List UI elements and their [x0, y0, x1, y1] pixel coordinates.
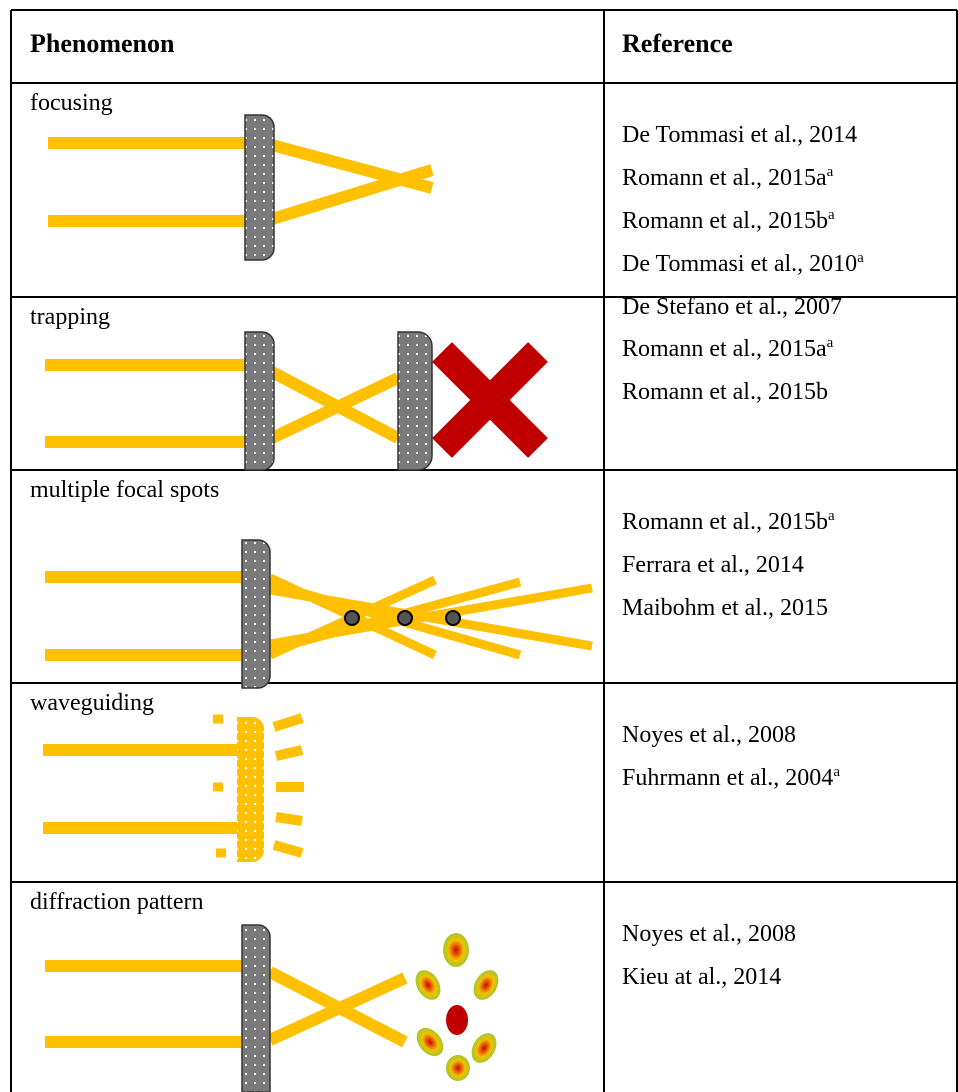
reference: Fuhrmann et al., 2004a	[622, 764, 840, 791]
diffraction-spot	[473, 970, 499, 1000]
reference-text: Ferrara et al., 2014	[622, 552, 804, 578]
diffraction-spot	[415, 970, 441, 1000]
header-cell: Phenomenon	[30, 29, 175, 58]
reference-text: Kieu at al., 2014	[622, 964, 781, 990]
block-mark	[432, 342, 548, 458]
lens	[241, 539, 271, 689]
diffraction-spot	[416, 1027, 444, 1057]
phenomenon-label: trapping	[30, 304, 110, 330]
reference: Romann et al., 2015ba	[622, 508, 835, 535]
lens	[244, 114, 275, 261]
reference: Romann et al., 2015aa	[622, 335, 834, 362]
phenomenon-label: diffraction pattern	[30, 889, 203, 915]
diffraction-spot	[446, 1055, 470, 1081]
reference: Kieu at al., 2014	[622, 964, 781, 990]
reference: Romann et al., 2015aa	[622, 164, 834, 191]
beam	[272, 840, 304, 858]
phenomenon-label: focusing	[30, 90, 113, 116]
reference-text: Maibohm et al., 2015	[622, 595, 828, 621]
focal-spot	[344, 610, 360, 626]
reference: Romann et al., 2015ba	[622, 207, 835, 234]
beam	[274, 745, 304, 761]
reference: De Stefano et al., 2007	[622, 294, 842, 320]
reference-superscript: a	[827, 164, 834, 180]
reference-text: Romann et al., 2015b	[622, 208, 828, 234]
reference: Ferrara et al., 2014	[622, 552, 804, 578]
lens	[237, 717, 264, 862]
reference: De Tommasi et al., 2010a	[622, 250, 864, 277]
reference-superscript: a	[828, 508, 835, 524]
diffraction-pattern-diagram	[45, 924, 499, 1092]
reference: Romann et al., 2015b	[622, 379, 828, 405]
reference-text: De Stefano et al., 2007	[622, 294, 842, 320]
beam	[269, 583, 593, 649]
reference: Noyes et al., 2008	[622, 722, 796, 748]
reference: Noyes et al., 2008	[622, 921, 796, 947]
reference-superscript: a	[857, 250, 864, 266]
reference-text: Fuhrmann et al., 2004	[622, 765, 833, 791]
beam	[269, 372, 401, 444]
reference-text: Romann et al., 2015a	[622, 165, 827, 191]
focusing-diagram	[48, 114, 434, 261]
beam	[272, 713, 304, 732]
beam	[267, 972, 408, 1046]
reference-text: Romann et al., 2015a	[622, 336, 827, 362]
reference-text: Romann et al., 2015b	[622, 379, 828, 405]
reference-superscript: a	[833, 764, 840, 780]
multiple-focal-spots-diagram	[45, 539, 593, 689]
reference-superscript: a	[828, 207, 835, 223]
reference-text: De Tommasi et al., 2014	[622, 122, 857, 148]
diffraction-spot	[443, 933, 469, 967]
focal-spot	[397, 610, 413, 626]
phenomenon-label: multiple focal spots	[30, 477, 219, 503]
reference-superscript: a	[827, 335, 834, 351]
lens	[397, 331, 433, 471]
trapping-diagram	[45, 331, 548, 471]
lens	[244, 331, 275, 471]
reference: Maibohm et al., 2015	[622, 595, 828, 621]
header-cell: Reference	[622, 29, 733, 58]
reference-text: Romann et al., 2015b	[622, 509, 828, 535]
diffraction-spot	[471, 1033, 497, 1063]
beam	[270, 164, 434, 225]
table-grid	[10, 9, 958, 1092]
beam	[275, 812, 303, 826]
reference-text: Noyes et al., 2008	[622, 921, 796, 947]
reference-text: Noyes et al., 2008	[622, 722, 796, 748]
lens	[241, 924, 271, 1092]
reference-text: De Tommasi et al., 2010	[622, 251, 857, 277]
phenomenon-label: waveguiding	[30, 690, 154, 716]
diffraction-spot	[446, 1005, 468, 1035]
focal-spot	[445, 610, 461, 626]
table-text: Phenomenon Reference focusing De Tommasi et…	[30, 29, 864, 990]
reference: De Tommasi et al., 2014	[622, 122, 857, 148]
waveguiding-diagram	[43, 713, 304, 862]
